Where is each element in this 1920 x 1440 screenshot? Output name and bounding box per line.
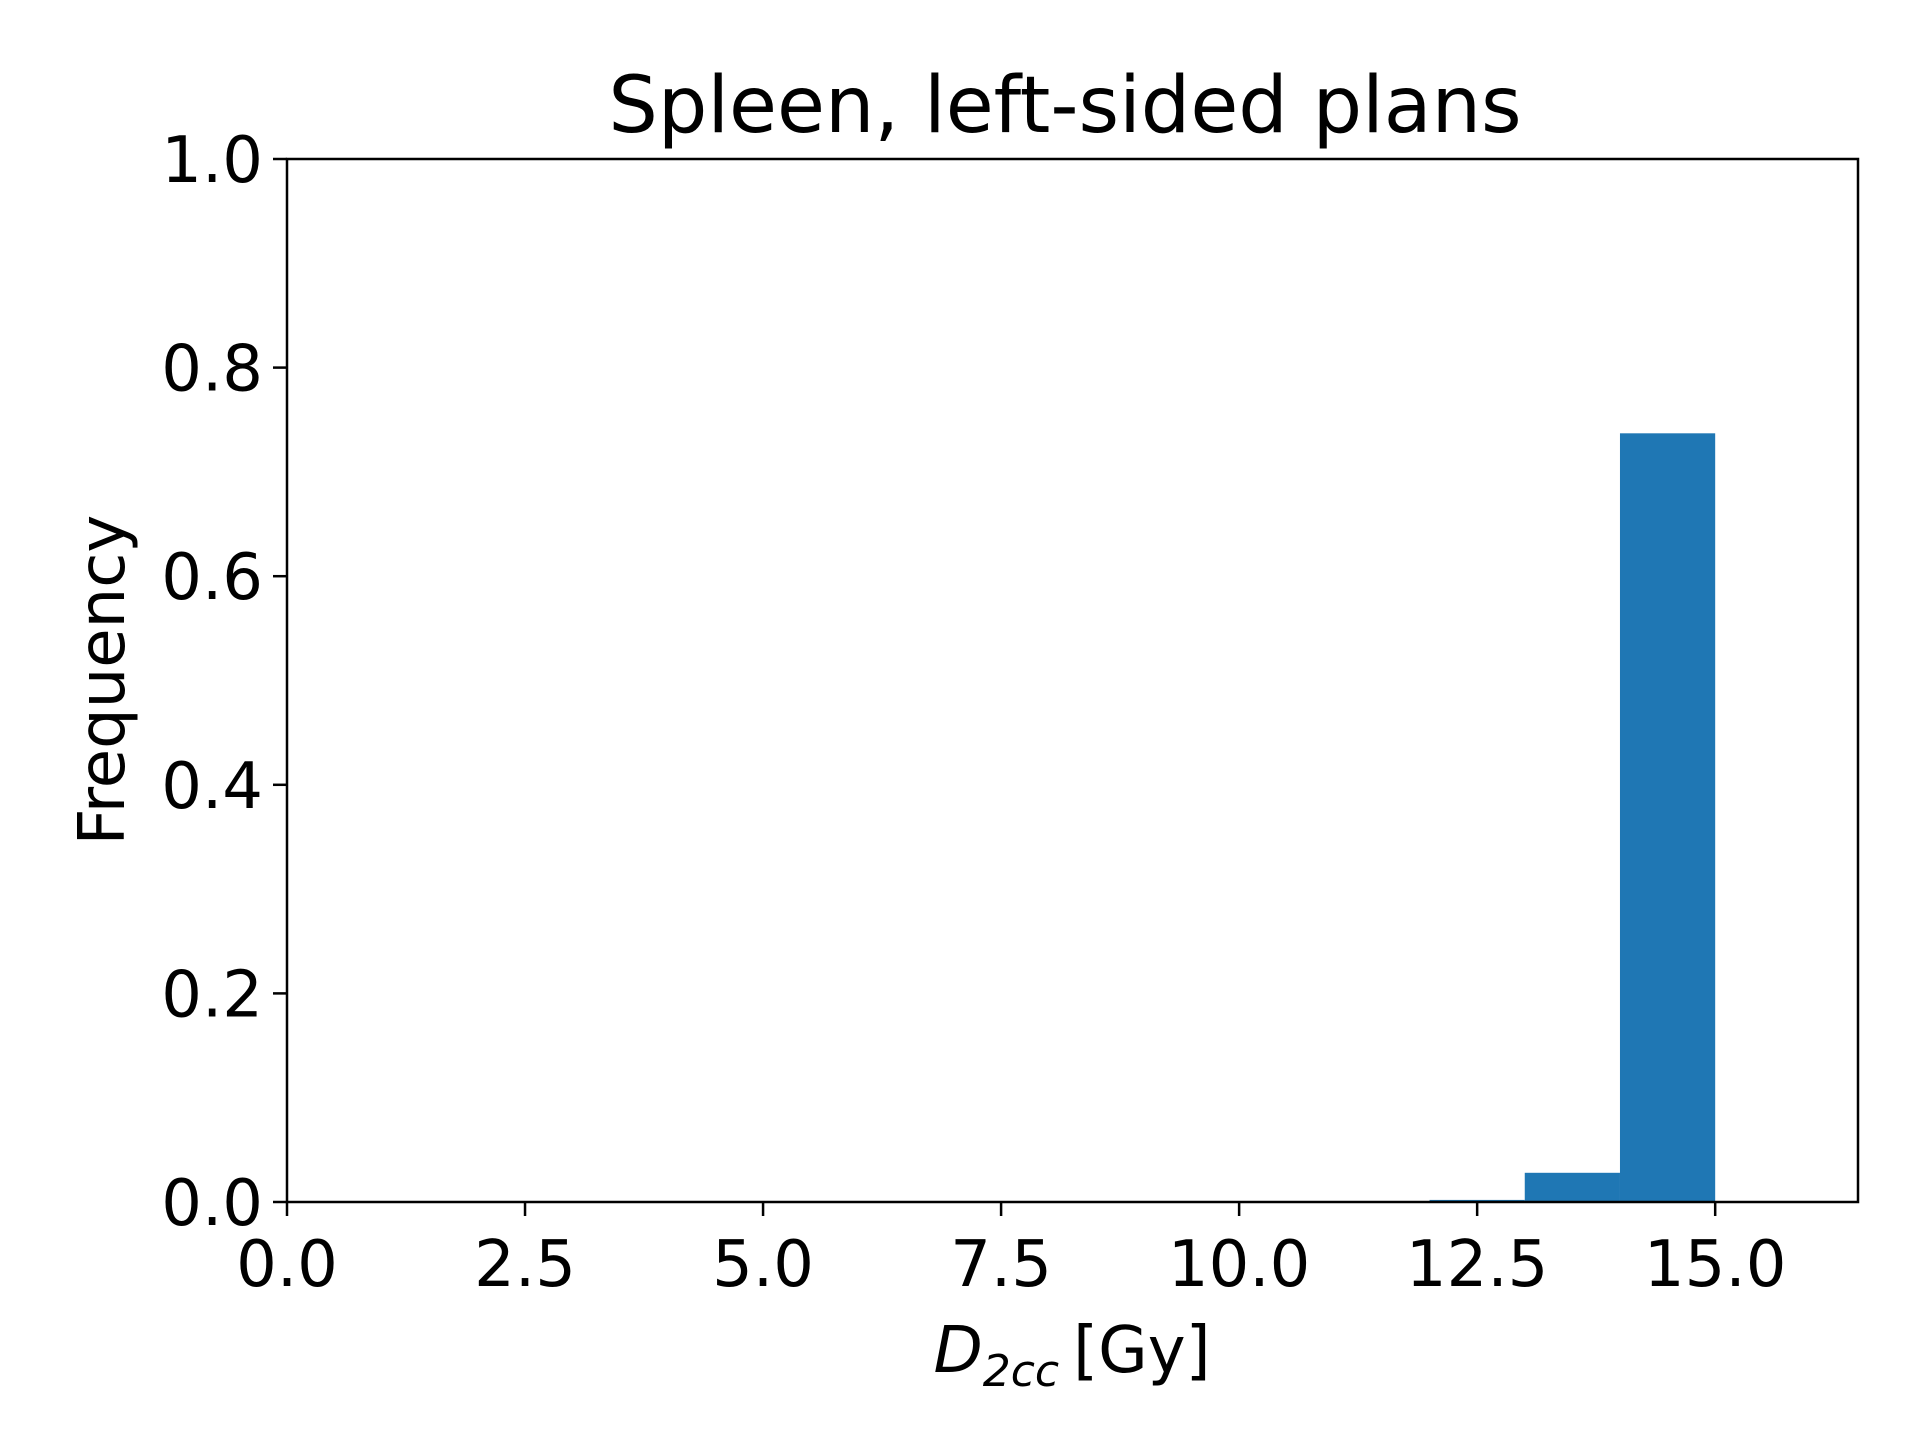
x-tick-label-6: 15.0 xyxy=(1644,1228,1787,1302)
x-axis-label-unit: [Gy] xyxy=(1073,1314,1210,1388)
chart-title: Spleen, left-sided plans xyxy=(608,61,1521,151)
y-axis-label: Frequency xyxy=(66,515,140,846)
x-tick-label-2: 5.0 xyxy=(712,1228,814,1302)
histogram-bar-2 xyxy=(1619,433,1716,1203)
x-tick-label-3: 7.5 xyxy=(950,1228,1052,1302)
bars-group xyxy=(1429,433,1716,1203)
y-axis-ticks: 0.0 0.2 0.4 0.6 0.8 1.0 xyxy=(161,124,287,1241)
y-tick-label-3: 0.6 xyxy=(161,541,263,615)
y-tick-label-1: 0.2 xyxy=(161,958,263,1032)
x-tick-label-5: 12.5 xyxy=(1406,1228,1549,1302)
x-axis-label-symbol: D xyxy=(933,1314,982,1388)
plot-frame xyxy=(285,157,1860,1204)
y-tick-label-4: 0.8 xyxy=(161,333,263,407)
x-axis-label-subscript: 2cc xyxy=(983,1346,1059,1397)
histogram-bar-1 xyxy=(1524,1172,1620,1202)
x-tick-label-0: 0.0 xyxy=(236,1228,338,1302)
x-tick-label-1: 2.5 xyxy=(474,1228,576,1302)
x-axis-ticks: 0.0 2.5 5.0 7.5 10.0 12.5 15.0 xyxy=(236,1202,1786,1302)
y-tick-label-5: 1.0 xyxy=(161,124,263,198)
x-tick-label-4: 10.0 xyxy=(1168,1228,1311,1302)
y-tick-label-0: 0.0 xyxy=(161,1167,263,1241)
y-tick-label-2: 0.4 xyxy=(161,750,263,824)
x-axis-label: D2cc [Gy] xyxy=(933,1314,1210,1397)
